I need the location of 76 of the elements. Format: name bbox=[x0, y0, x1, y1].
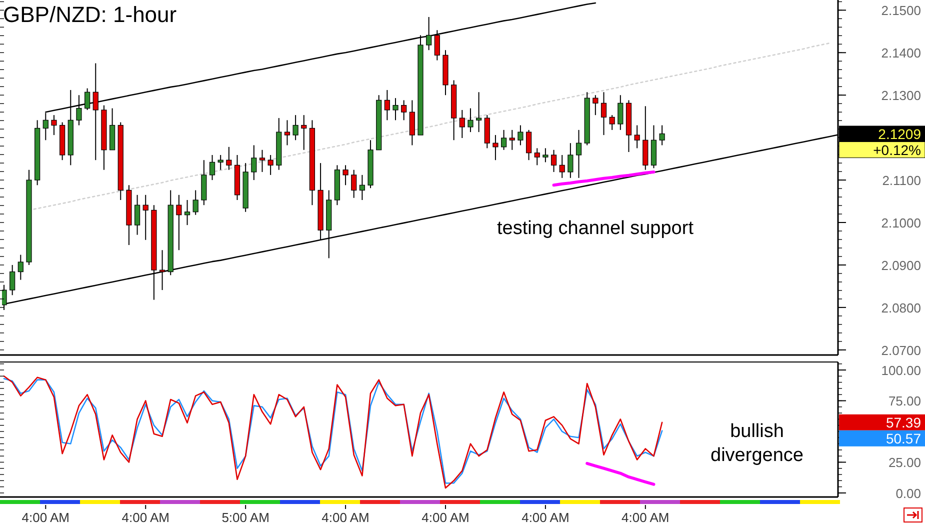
candlestick bbox=[209, 154, 216, 181]
x-tick-label: 5:00 AM bbox=[222, 510, 270, 525]
candlestick bbox=[509, 129, 515, 150]
candlestick bbox=[434, 30, 440, 61]
candlestick bbox=[218, 154, 224, 170]
candlestick bbox=[284, 120, 290, 146]
y-tick-label: 2.1300 bbox=[881, 88, 921, 104]
candlestick bbox=[476, 92, 482, 133]
annotation: testing channel support bbox=[497, 218, 694, 239]
candlestick bbox=[301, 114, 307, 150]
chart-title: GBP/NZD: 1-hour bbox=[3, 2, 177, 27]
candlestick bbox=[342, 164, 348, 186]
line-series bbox=[586, 462, 656, 486]
candlestick bbox=[192, 190, 198, 216]
candlestick bbox=[492, 134, 498, 161]
y-tick-label: 2.0800 bbox=[881, 300, 921, 316]
candlestick bbox=[351, 169, 357, 198]
line-series bbox=[552, 170, 656, 187]
candlestick bbox=[559, 154, 565, 178]
x-tick-label: 4:00 AM bbox=[522, 510, 570, 525]
y-tick-label: 25.00 bbox=[888, 455, 921, 470]
x-tick-label: 4:00 AM bbox=[122, 510, 170, 525]
y-tick-label: 2.0700 bbox=[881, 342, 921, 358]
candlestick bbox=[134, 194, 140, 236]
candlestick bbox=[226, 146, 232, 170]
candlestick bbox=[359, 174, 365, 201]
candlestick bbox=[600, 92, 607, 136]
candlestick bbox=[426, 16, 432, 51]
candlestick bbox=[568, 142, 574, 178]
candlestick bbox=[251, 144, 257, 181]
candlestick bbox=[259, 149, 266, 172]
candlestick bbox=[409, 100, 415, 146]
y-tick-label: 2.0900 bbox=[881, 258, 921, 273]
candlestick bbox=[542, 148, 548, 163]
candlestick bbox=[392, 98, 398, 121]
candlestick bbox=[659, 124, 665, 146]
candlestick bbox=[401, 100, 407, 121]
y-tick-label: 0.00 bbox=[896, 486, 921, 501]
candlestick bbox=[634, 124, 640, 149]
candlestick bbox=[609, 114, 615, 130]
candlestick bbox=[18, 254, 24, 280]
candlestick bbox=[526, 129, 532, 161]
readout-tag: 57.39 bbox=[839, 414, 925, 430]
candlestick bbox=[84, 88, 90, 110]
candlestick bbox=[576, 129, 582, 178]
x-tick-label: 4:00 AM bbox=[622, 510, 670, 525]
y-tick-label: 2.1100 bbox=[882, 173, 921, 188]
y-tick-label: 75.00 bbox=[888, 394, 921, 409]
candlestick bbox=[468, 108, 474, 133]
candlestick bbox=[592, 94, 598, 116]
candlestick bbox=[176, 194, 182, 251]
candlestick bbox=[51, 114, 57, 136]
candlestick bbox=[10, 264, 16, 296]
candlestick bbox=[142, 194, 148, 240]
readout-tag: 2.1209 bbox=[839, 126, 925, 142]
change-tag: +0.12% bbox=[838, 142, 925, 158]
candlestick bbox=[534, 148, 540, 166]
x-tick-label: 4:00 AM bbox=[422, 510, 470, 525]
y-tick-label: 2.1400 bbox=[881, 46, 921, 61]
annotation: bullish divergence bbox=[710, 421, 804, 466]
y-tick-label: 100.00 bbox=[881, 362, 921, 378]
candlestick bbox=[459, 109, 465, 139]
y-tick-label: 2.1500 bbox=[881, 3, 921, 18]
candlestick bbox=[159, 250, 166, 291]
candlestick bbox=[184, 200, 190, 226]
candlestick bbox=[550, 149, 557, 172]
readout-tag: 50.57 bbox=[839, 430, 925, 446]
candlestick bbox=[501, 129, 507, 150]
candlestick bbox=[518, 124, 524, 146]
candlestick bbox=[384, 90, 390, 121]
x-tick-label: 4:00 AM bbox=[22, 510, 70, 525]
candlestick bbox=[618, 94, 624, 130]
y-tick-label: 2.1000 bbox=[881, 216, 921, 231]
candlestick bbox=[292, 114, 298, 141]
candlestick bbox=[268, 154, 274, 176]
x-tick-label: 4:00 AM bbox=[322, 510, 370, 525]
